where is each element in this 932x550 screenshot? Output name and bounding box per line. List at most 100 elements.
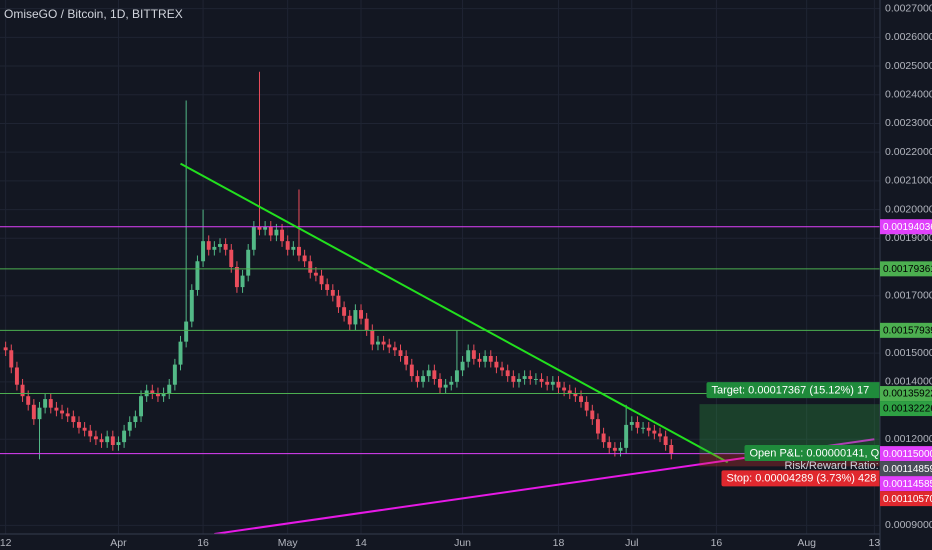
candle-body bbox=[105, 436, 110, 443]
candle-body bbox=[505, 370, 510, 377]
grid bbox=[0, 0, 880, 534]
candle-body bbox=[353, 310, 358, 325]
candle-body bbox=[313, 272, 318, 276]
candle-body bbox=[641, 427, 646, 429]
candle-body bbox=[359, 310, 363, 319]
x-tick-label: 14 bbox=[355, 537, 367, 549]
price-label: 0.00114585 bbox=[883, 479, 932, 490]
candle-body bbox=[522, 376, 527, 379]
candle-body bbox=[398, 350, 403, 356]
candle-body bbox=[443, 384, 448, 388]
target-label-bg bbox=[706, 382, 880, 399]
price-label-bg bbox=[880, 461, 932, 477]
candle-body bbox=[646, 427, 651, 431]
candle-body bbox=[195, 261, 200, 290]
candle-body bbox=[500, 367, 505, 371]
candle-body bbox=[483, 356, 488, 362]
candle-body bbox=[43, 399, 48, 408]
price-label-bg bbox=[880, 476, 932, 492]
candle-body bbox=[579, 396, 583, 402]
candle-body bbox=[9, 350, 14, 368]
candle-body bbox=[669, 445, 674, 454]
price-label: 0.00114859 bbox=[883, 464, 932, 475]
price-label-bg bbox=[880, 261, 932, 277]
candle-body bbox=[550, 381, 555, 385]
candle-body bbox=[392, 347, 397, 351]
trendline bbox=[180, 162, 729, 464]
candle-body bbox=[189, 289, 194, 322]
candle-body bbox=[584, 401, 589, 411]
candle-body bbox=[404, 356, 409, 365]
candle-body bbox=[274, 229, 279, 236]
candle-body bbox=[77, 422, 81, 428]
candle-body bbox=[336, 295, 341, 308]
price-label-bg bbox=[880, 491, 932, 507]
candle-body bbox=[31, 404, 36, 420]
candle-body bbox=[438, 378, 442, 388]
candle-body bbox=[573, 393, 578, 397]
stop-label: Stop: 0.00004289 (3.73%) 428 bbox=[726, 473, 876, 485]
candle-body bbox=[319, 275, 324, 285]
candle-body bbox=[229, 249, 234, 267]
candle-body bbox=[99, 439, 104, 443]
x-tick-label: 13 bbox=[869, 537, 881, 549]
price-label-bg bbox=[880, 386, 932, 402]
candle-body bbox=[370, 330, 375, 345]
stop-label-bg bbox=[721, 470, 880, 487]
candle-body bbox=[595, 419, 600, 434]
candle-body bbox=[663, 436, 668, 445]
price-label: 0.00179361 bbox=[883, 264, 932, 275]
x-tick-label: 16 bbox=[197, 537, 209, 549]
candle-body bbox=[607, 442, 612, 448]
x-tick-label: 12 bbox=[0, 537, 12, 549]
pnl-label: Open P&L: 0.00000141, Q bbox=[749, 447, 879, 459]
candle-body bbox=[466, 350, 471, 362]
candle-body bbox=[240, 275, 245, 288]
candle-body bbox=[308, 261, 313, 273]
candle-body bbox=[139, 396, 143, 417]
x-tick-label: Apr bbox=[110, 537, 127, 549]
candle-body bbox=[88, 430, 93, 437]
candle-body bbox=[635, 422, 640, 428]
price-label: 0.00157939 bbox=[883, 325, 932, 336]
candle-body bbox=[533, 378, 538, 380]
candle-body bbox=[71, 416, 76, 423]
price-label-bg bbox=[880, 446, 932, 462]
candle-body bbox=[65, 413, 70, 417]
candle-body bbox=[488, 356, 493, 362]
candle-body bbox=[297, 246, 301, 256]
candle-body bbox=[477, 358, 482, 362]
candle-body bbox=[517, 378, 521, 382]
price-label: 0.00110570 bbox=[883, 494, 932, 505]
candle-body bbox=[161, 393, 166, 397]
candle-body bbox=[178, 341, 183, 365]
x-tick-label: Jul bbox=[625, 537, 638, 549]
candle-body bbox=[454, 370, 459, 382]
candle-body bbox=[251, 226, 256, 250]
price-label-bg bbox=[880, 401, 932, 417]
candle-body bbox=[263, 226, 268, 230]
candle-body bbox=[133, 416, 138, 423]
candle-body bbox=[60, 410, 65, 414]
candle-body bbox=[82, 427, 87, 431]
candle-body bbox=[280, 229, 285, 242]
risk-reward-label: Risk/Reward Ratio: bbox=[784, 460, 878, 472]
candle-body bbox=[48, 399, 53, 408]
candle-body bbox=[432, 370, 437, 379]
candle-body bbox=[539, 378, 544, 382]
candle-body bbox=[246, 249, 251, 276]
y-tick-label: 0.00090000 bbox=[885, 519, 932, 531]
candle-body bbox=[172, 364, 177, 385]
x-tick-label: Jun bbox=[454, 537, 471, 549]
